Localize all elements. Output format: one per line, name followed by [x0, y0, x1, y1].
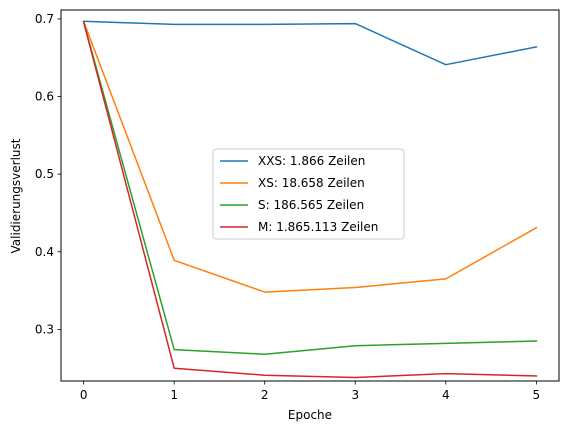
series-line-3 — [82, 21, 538, 379]
series-line-2 — [82, 21, 538, 355]
x-tick-label-3: 3 — [351, 388, 359, 402]
x-tick-label-4: 4 — [442, 388, 450, 402]
x-tick-label-0: 0 — [80, 388, 88, 402]
legend-frame — [212, 148, 405, 240]
y-tick-label-2: 0.5 — [35, 167, 54, 181]
legend: XXS: 1.866 Zeilen XS: 18.658 Zeilen S: 186… — [212, 148, 405, 240]
legend-label-0: XXS: 1.866 Zeilen — [258, 154, 365, 168]
y-tick-label-0: 0.3 — [35, 322, 54, 336]
x-tick-label-1: 1 — [170, 388, 178, 402]
x-axis: 0 1 2 3 4 5 — [80, 381, 540, 402]
x-axis-label: Epoche — [288, 408, 332, 422]
legend-label-2: S: 186.565 Zeilen — [258, 198, 364, 212]
legend-label-3: M: 1.865.113 Zeilen — [258, 220, 378, 234]
legend-label-1: XS: 18.658 Zeilen — [258, 176, 365, 190]
y-axis-label: Validierungsverlust — [9, 138, 23, 253]
plot-area-frame — [60, 9, 560, 382]
series-layer — [82, 20, 538, 379]
series-line-1 — [82, 20, 538, 293]
y-axis: 0.3 0.4 0.5 0.6 0.7 — [35, 12, 61, 336]
y-tick-label-4: 0.7 — [35, 12, 54, 26]
series-line-0 — [82, 20, 538, 66]
y-tick-label-1: 0.4 — [35, 245, 54, 259]
y-tick-label-3: 0.6 — [35, 90, 54, 104]
x-tick-label-5: 5 — [533, 388, 541, 402]
x-tick-label-2: 2 — [261, 388, 269, 402]
